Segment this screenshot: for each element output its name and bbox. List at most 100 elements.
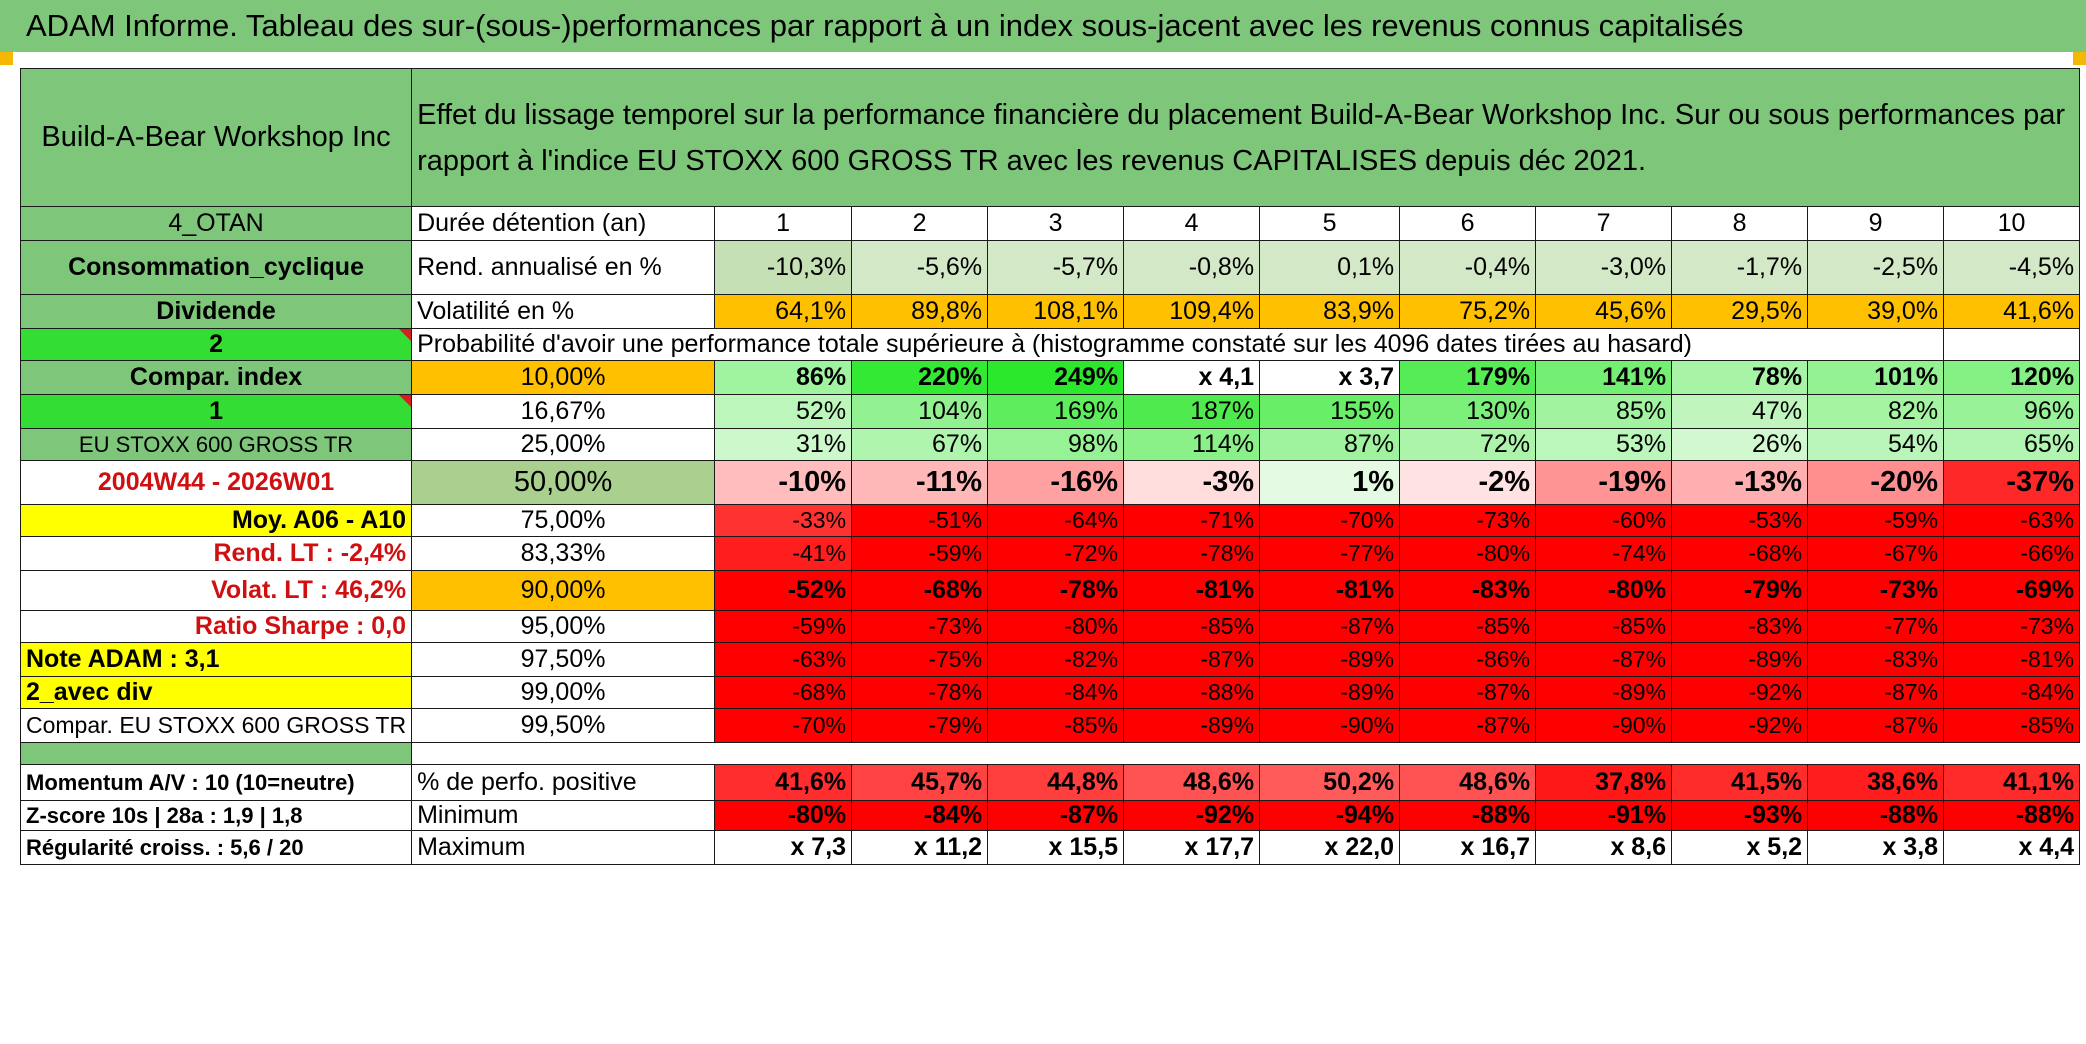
rend-value: -3,0% [1535,240,1673,295]
prob-value: x 3,7 [1259,360,1401,395]
prob-value: -10% [714,460,853,505]
prob-value: 101% [1807,360,1945,395]
prob-value: -74% [1535,536,1673,571]
compar-full-label: Compar. EU STOXX 600 GROSS TR [19,708,413,743]
prob-value: -85% [1123,610,1261,643]
prob-value: 169% [987,394,1125,429]
prob-value: -77% [1259,536,1401,571]
volat-label: Volatilité en % [411,294,716,329]
prob-value: -89% [1259,642,1401,677]
volat-value: 39,0% [1807,294,1945,329]
year-header: 4 [1123,206,1261,241]
prob-value: -87% [1259,610,1401,643]
max-value: x 16,7 [1399,830,1537,865]
volat-value: 41,6% [1943,294,2081,329]
prob-value: 72% [1399,428,1537,461]
pos-value: 38,6% [1807,764,1945,801]
proba-spacer [1808,329,1944,361]
prob-value: -82% [987,642,1125,677]
sector-label: Consommation_cyclique [19,240,413,295]
pos-value: 41,6% [714,764,853,801]
prob-value: 104% [851,394,989,429]
prob-value: x 4,1 [1123,360,1261,395]
prob-value: 26% [1671,428,1809,461]
prob-value: -83% [1807,642,1945,677]
prob-value: -60% [1535,504,1673,537]
prob-value: -73% [1399,504,1537,537]
prob-value: 187% [1123,394,1261,429]
pos-label: % de perfo. positive [411,764,716,801]
volat-value: 64,1% [714,294,853,329]
prob-value: -37% [1943,460,2081,505]
dividend-label: Dividende [19,294,413,329]
period-label: 2004W44 - 2026W01 [19,460,413,505]
proba-label: Probabilité d'avoir une performance tota… [417,330,1692,358]
prob-value: -79% [851,708,989,743]
prob-value: 82% [1807,394,1945,429]
prob-value: -63% [714,642,853,677]
prob-value: 86% [714,360,853,395]
prob-value: -89% [1671,642,1809,677]
prob-value: -2% [1399,460,1537,505]
prob-value: -87% [1807,708,1945,743]
min-value: -84% [851,800,989,831]
min-label: Minimum [411,800,716,831]
prob-value: 78% [1671,360,1809,395]
max-value: x 15,5 [987,830,1125,865]
max-value: x 5,2 [1671,830,1809,865]
prob-value: 65% [1943,428,2081,461]
regularite-label: Régularité croiss. : 5,6 / 20 [19,830,413,865]
code-label: 4_OTAN [19,206,413,241]
prob-value: -53% [1671,504,1809,537]
year-header: 10 [1943,206,2081,241]
prob-value: -52% [714,570,853,611]
prob-value: -80% [1399,536,1537,571]
prob-value: -84% [987,676,1125,709]
max-label: Maximum [411,830,716,865]
year-header: 3 [987,206,1125,241]
prob-value: -20% [1807,460,1945,505]
max-value: x 22,0 [1259,830,1401,865]
prob-value: 179% [1399,360,1537,395]
rend-value: -2,5% [1807,240,1945,295]
min-value: -93% [1671,800,1809,831]
prob-value: -77% [1807,610,1945,643]
max-value: x 4,4 [1943,830,2081,865]
percentile-label: 95,00% [411,610,716,643]
prob-value: -89% [1535,676,1673,709]
percentile-label: 75,00% [411,504,716,537]
prob-value: -11% [851,460,989,505]
prob-value: -41% [714,536,853,571]
prob-value: -85% [987,708,1125,743]
max-value: x 17,7 [1123,830,1261,865]
prob-value: 155% [1259,394,1401,429]
prob-value: -16% [987,460,1125,505]
percentile-label: 97,50% [411,642,716,677]
prob-value: 1% [1259,460,1401,505]
report-banner: ADAM Informe. Tableau des sur-(sous-)per… [0,0,2086,52]
prob-value: -75% [851,642,989,677]
moy-label: Moy. A06 - A10 [19,504,413,537]
prob-value: -59% [714,610,853,643]
prob-value: -78% [1123,536,1261,571]
min-value: -80% [714,800,853,831]
volat-value: 75,2% [1399,294,1537,329]
prob-value: -73% [1807,570,1945,611]
performance-table: Build-A-Bear Workshop Inc Effet du lissa… [19,68,2081,865]
prob-value: -33% [714,504,853,537]
prob-value: -89% [1123,708,1261,743]
year-header: 2 [851,206,989,241]
prob-value: -68% [714,676,853,709]
prob-value: 249% [987,360,1125,395]
prob-value: -79% [1671,570,1809,611]
prob-value: 67% [851,428,989,461]
prob-value: -80% [987,610,1125,643]
prob-value: -68% [1671,536,1809,571]
year-header: 5 [1259,206,1401,241]
prob-value: 54% [1807,428,1945,461]
year-header: 9 [1807,206,1945,241]
rend-value: -5,6% [851,240,989,295]
prob-value: 96% [1943,394,2081,429]
prob-value: -85% [1943,708,2081,743]
prob-value: -84% [1943,676,2081,709]
